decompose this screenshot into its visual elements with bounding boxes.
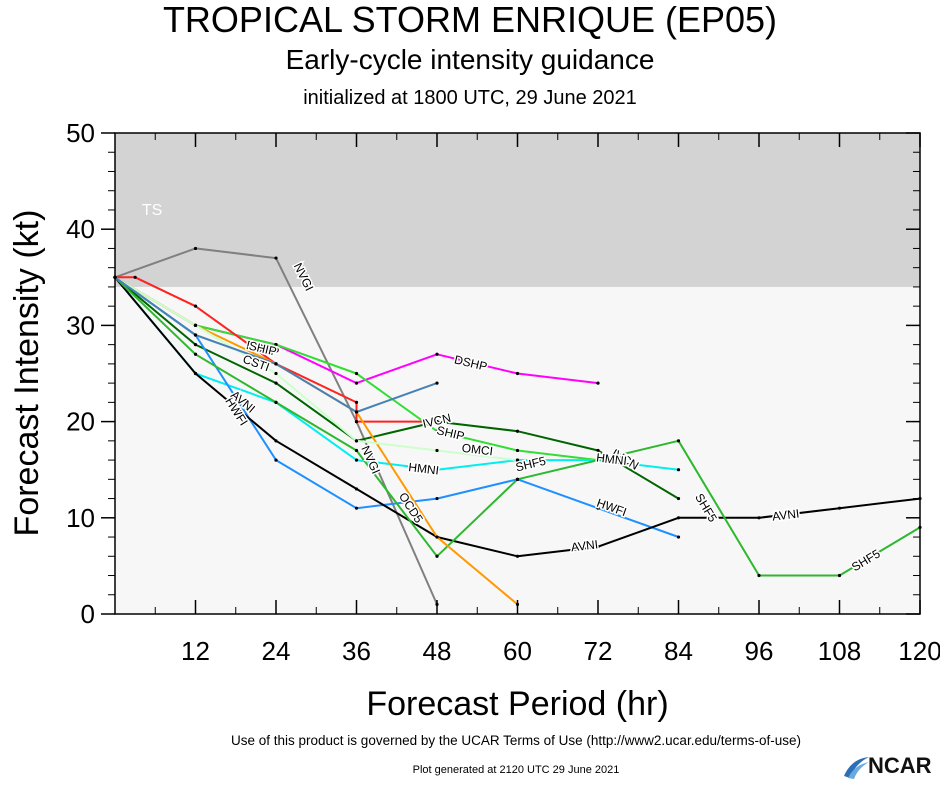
data-point-ofci [193,304,198,308]
data-point-dshp [515,371,520,376]
data-point-avni [515,554,520,558]
x-tick-label: 48 [423,636,452,666]
y-tick-label: 0 [81,599,95,629]
series-label-hmni: HMNI [408,460,440,478]
data-point-shf5 [596,458,600,462]
x-tick-label: 24 [262,636,291,666]
data-point-shf5 [193,352,198,356]
x-axis-label: Forecast Period (hr) [366,685,669,723]
data-point-omci [435,448,439,453]
data-point-csti [274,362,278,366]
ncar-swoosh-icon [844,757,869,779]
chart-subtitle: Early-cycle intensity guidance [285,44,655,75]
data-point-dshp [596,381,600,385]
y-axis-label: Forecast Intensity (kt) [8,209,46,537]
series-line-hmni [114,276,679,471]
series-label-omci: OMCI [461,441,494,459]
series-line-omci [114,276,518,462]
data-point-ofci [133,275,137,279]
x-tick-label: 72 [584,636,613,666]
data-point-ivcn [435,420,439,424]
data-point-omci [274,371,278,376]
x-tick-label: 96 [745,636,774,666]
y-tick-label: 30 [66,310,95,340]
data-point-ship [354,371,359,376]
data-point-dshp [435,352,439,356]
data-point-csti [435,381,439,385]
data-point-avni [354,487,359,491]
data-point-hwfi [435,496,439,501]
series-line-ivcn [114,276,680,500]
ncar-logo: NCAR [842,752,940,780]
y-tick-label: 40 [66,214,95,244]
data-point-ocd5 [435,535,439,539]
intensity-band-label: TS [142,202,162,219]
data-point-hwfi [596,506,600,510]
data-point-ofci [354,400,359,404]
data-point-avni [757,516,761,520]
data-point-shf5 [837,573,842,578]
data-point-omci [354,439,359,443]
chart-title: TROPICAL STORM ENRIQUE (EP05) [162,0,778,40]
x-tick-label: 36 [342,636,371,666]
data-point-ivcn [193,343,198,347]
data-point-ivcn [515,429,520,433]
y-tick-label: 10 [66,503,95,533]
data-point-avni [837,506,842,510]
data-point-ship [515,448,520,453]
data-point-shf5 [354,448,359,453]
x-tick-label: 108 [818,636,861,666]
data-point-omci [193,323,198,327]
chart-init-time: initialized at 1800 UTC, 29 June 2021 [303,87,637,109]
data-point-nvgi [274,256,278,260]
x-tick-label: 60 [503,636,532,666]
data-point-hwfi [676,535,681,539]
data-point-ship [274,343,278,347]
data-point-hwfi [274,458,278,462]
data-point-ofci [354,420,359,424]
data-point-csti [193,333,198,337]
x-tick-label: 12 [181,636,210,666]
plot-generated-note: Plot generated at 2120 UTC 29 June 2021 [412,764,620,776]
data-point-ivcn [274,381,278,385]
terms-of-use-note: Use of this product is governed by the U… [231,733,801,748]
data-point-shf5 [435,554,439,558]
data-point-ship [435,429,439,433]
data-point-avni [676,516,681,520]
data-point-csti [354,410,359,414]
data-point-shf5 [757,573,761,578]
ncar-logo-text: NCAR [868,753,932,778]
x-tick-label: 120 [898,636,940,666]
data-point-hmni [676,468,681,472]
data-point-avni [193,371,198,376]
series-label-avni: AVNI [570,537,599,554]
data-point-hwfi [354,506,359,510]
data-point-shf5 [515,477,520,481]
y-tick-label: 20 [66,407,95,437]
data-point-ivcn [676,496,681,501]
data-point-shf5 [274,400,278,404]
data-point-hmni [435,468,439,472]
data-point-dshp [354,381,359,385]
data-point-shf5 [676,439,681,443]
x-tick-label: 84 [664,636,693,666]
data-point-ivcn [596,448,600,453]
data-point-avni [274,439,278,443]
series-label-avni: AVNI [771,506,800,523]
series-label-hmni: HMNI [595,450,627,468]
y-tick-label: 50 [66,118,95,148]
data-point-hmni [354,458,359,462]
intensity-band-ts [115,133,920,287]
data-point-avni [596,545,600,549]
data-point-nvgi [193,246,198,251]
data-point-omci [515,458,520,462]
